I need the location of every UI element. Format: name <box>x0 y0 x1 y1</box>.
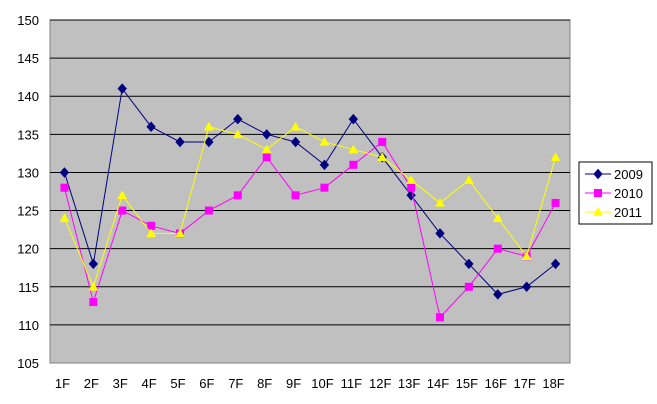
data-point-2010 <box>493 244 502 253</box>
data-point-2009 <box>204 136 214 148</box>
data-point-2010 <box>291 191 300 200</box>
x-tick-label: 11F <box>341 376 362 391</box>
series-line-2010 <box>63 141 556 319</box>
data-point-2010 <box>436 313 444 322</box>
x-tick-label: 8F <box>257 376 272 391</box>
legend-entry-2009: 2009 <box>585 167 643 182</box>
x-tick-label: 18F <box>542 376 564 391</box>
data-point-2011 <box>88 281 99 291</box>
data-point-2009 <box>521 281 532 293</box>
legend: 2009 2010 2011 <box>578 161 653 225</box>
data-point-2011 <box>290 121 301 131</box>
data-point-2011 <box>146 228 157 238</box>
data-point-2011 <box>406 175 417 184</box>
data-point-2009 <box>493 289 503 300</box>
data-point-2011 <box>175 228 185 238</box>
data-point-2010 <box>464 282 473 291</box>
x-tick-label: 6F <box>199 376 214 391</box>
legend-entry-2010: 2010 <box>585 186 643 201</box>
data-point-2009 <box>233 113 243 125</box>
data-point-2011 <box>521 251 532 261</box>
y-tick-label: 145 <box>17 51 39 66</box>
data-point-2009 <box>464 258 474 270</box>
data-point-2010 <box>204 206 213 215</box>
legend-label: 2011 <box>614 205 642 220</box>
series-layer <box>59 83 561 322</box>
data-point-2009 <box>117 83 127 94</box>
x-tick-label: 16F <box>485 376 507 391</box>
data-point-2009 <box>550 258 561 270</box>
legend-label: 2010 <box>614 186 643 201</box>
data-point-2009 <box>261 129 272 140</box>
y-tick-label: 140 <box>17 89 39 104</box>
series-line-2011 <box>63 126 557 289</box>
x-tick-label: 9F <box>286 376 301 391</box>
data-point-2011 <box>59 213 70 222</box>
data-point-2009 <box>290 136 301 148</box>
x-tick-label: 3F <box>113 376 128 391</box>
data-point-2010 <box>551 198 560 207</box>
data-point-2010 <box>320 183 329 192</box>
legend-marker <box>593 168 603 180</box>
x-tick-label: 12F <box>369 376 391 391</box>
data-point-2011 <box>261 144 272 154</box>
x-tick-label: 4F <box>142 376 157 391</box>
x-tick-label: 13F <box>398 376 420 391</box>
x-tick-label: 2F <box>84 376 99 391</box>
data-point-2009 <box>348 113 359 125</box>
y-tick-label: 115 <box>18 280 39 295</box>
data-point-2011 <box>435 197 445 207</box>
data-point-2011 <box>319 136 330 146</box>
y-axis: 105 110 115 120 125 130 135 140 145 150 <box>17 13 39 371</box>
data-point-2011 <box>348 144 359 154</box>
y-tick-label: 125 <box>17 204 39 219</box>
data-point-2010 <box>147 221 156 230</box>
legend-entry-2011: 2011 <box>585 205 642 220</box>
y-tick-label: 150 <box>17 13 39 28</box>
data-point-2009 <box>59 167 70 178</box>
data-point-2010 <box>407 183 416 192</box>
data-point-2011 <box>550 152 561 161</box>
data-point-2010 <box>89 298 98 307</box>
data-point-2011 <box>463 175 474 184</box>
data-point-2011 <box>117 190 128 200</box>
data-point-2011 <box>232 129 243 139</box>
x-tick-label: 17F <box>513 376 535 391</box>
legend-marker <box>594 189 602 197</box>
x-tick-label: 7F <box>228 376 243 391</box>
data-point-2010 <box>378 137 387 146</box>
data-point-2010 <box>349 160 358 169</box>
data-point-2010 <box>60 183 69 192</box>
data-point-2009 <box>435 228 445 239</box>
data-point-2009 <box>175 136 185 148</box>
y-tick-label: 135 <box>17 127 39 142</box>
data-point-2011 <box>492 213 503 222</box>
data-point-2011 <box>203 121 214 131</box>
data-point-2010 <box>233 191 242 200</box>
x-tick-label: 5F <box>170 376 185 391</box>
x-axis: 1F 2F 3F 4F 5F 6F 7F 8F 9F 10F 11F 12F 13F 14F 15F 16F 1… <box>55 376 565 391</box>
series-2011 <box>59 121 561 291</box>
legend-marker <box>593 206 603 216</box>
x-tick-label: 14F <box>427 376 449 391</box>
data-point-2009 <box>146 121 156 132</box>
legend-label: 2009 <box>614 167 643 182</box>
data-point-2010 <box>262 153 271 162</box>
series-line-2009 <box>63 87 556 295</box>
x-tick-label: 1F <box>55 376 70 391</box>
data-point-2010 <box>118 206 127 215</box>
x-tick-label: 15F <box>456 376 478 391</box>
y-tick-label: 120 <box>17 242 39 257</box>
data-point-2009 <box>88 258 99 270</box>
data-point-2011 <box>377 152 388 161</box>
x-tick-label: 10F <box>311 376 333 391</box>
y-tick-label: 110 <box>18 318 39 333</box>
y-tick-label: 105 <box>17 356 39 371</box>
data-point-2009 <box>319 159 330 171</box>
y-tick-label: 130 <box>17 165 39 180</box>
